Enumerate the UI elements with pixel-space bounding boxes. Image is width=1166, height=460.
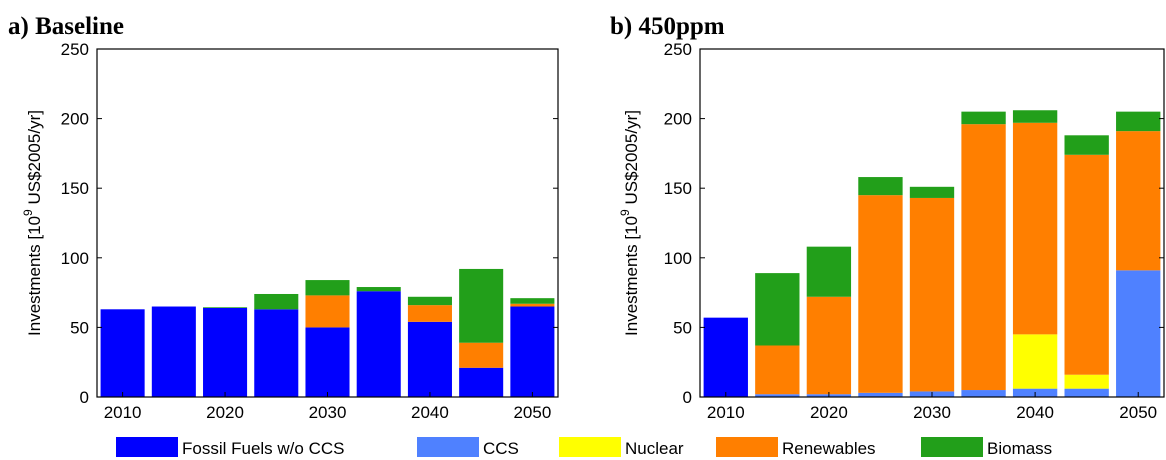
bar-segment-renewables-2040 (407, 305, 452, 322)
bar-segment-biomass-2015 (755, 273, 800, 346)
bars-group (100, 268, 555, 397)
x-tick-label: 2020 (206, 403, 244, 422)
y-tick-label: 150 (61, 179, 89, 198)
legend-label-nuclear: Nuclear (625, 439, 684, 458)
bar-segment-biomass-2025 (254, 293, 299, 310)
y-tick-label: 0 (80, 388, 89, 407)
legend-label-renewables: Renewables (782, 439, 876, 458)
bar-segment-biomass-2035 (961, 111, 1006, 125)
panel-450ppm: b) 450ppm Investments [109 US$2005/yr] 0… (610, 13, 1165, 422)
bar-segment-renewables-2045 (459, 342, 504, 368)
bar-segment-fossil-fuels-w-o-ccs-2010 (100, 309, 145, 397)
bar-segment-biomass-2050 (1116, 111, 1161, 132)
legend: Fossil Fuels w/o CCS CCS Nuclear Renewables… (116, 437, 1052, 458)
bar-segment-ccs-2035 (961, 390, 1006, 397)
y-ticks-group: 0 50 100 150 200 250 (61, 40, 558, 407)
bar-segment-renewables-2015 (755, 345, 800, 395)
x-tick-label: 2010 (104, 403, 142, 422)
bar-segment-ccs-2050 (1116, 270, 1161, 397)
bar-segment-nuclear-2040 (1012, 334, 1058, 389)
bar-segment-biomass-2045 (1064, 135, 1109, 155)
bar-segment-biomass-2020 (806, 246, 852, 297)
x-tick-label: 2020 (810, 403, 848, 422)
bar-segment-fossil-fuels-w-o-ccs-2020 (203, 307, 248, 397)
y-tick-label: 100 (664, 249, 692, 268)
bar-segment-biomass-2025 (858, 177, 903, 196)
y-tick-label: 200 (664, 110, 692, 129)
bar-segment-biomass-2030 (909, 186, 955, 198)
bar-segment-fossil-fuels-w-o-ccs-2045 (459, 367, 504, 397)
bar-segment-biomass-2040 (1012, 110, 1058, 123)
legend-swatch-nuclear (559, 437, 621, 457)
y-tick-label: 250 (664, 40, 692, 59)
y-tick-label: 100 (61, 249, 89, 268)
y-tick-label: 200 (61, 110, 89, 129)
y-axis-label: Investments [109 US$2005/yr] (21, 110, 44, 336)
y-tick-label: 0 (683, 388, 692, 407)
bar-segment-biomass-2035 (356, 287, 401, 292)
bar-segment-ccs-2045 (1064, 388, 1109, 397)
legend-label-biomass: Biomass (987, 439, 1052, 458)
x-ticks-group: 2010 2020 2030 2040 2050 (707, 392, 1157, 422)
y-ticks-group: 0 50 100 150 200 250 (664, 40, 1164, 407)
x-tick-label: 2030 (913, 403, 951, 422)
bar-segment-renewables-2050 (1116, 131, 1161, 271)
bars-group (703, 110, 1161, 397)
bar-segment-biomass-2040 (407, 296, 452, 306)
legend-swatch-biomass (921, 437, 983, 457)
bar-segment-renewables-2045 (1064, 154, 1109, 375)
bar-segment-renewables-2035 (961, 124, 1006, 391)
bar-segment-biomass-2045 (459, 268, 504, 343)
bar-segment-renewables-2025 (858, 195, 903, 393)
bar-segment-renewables-2030 (305, 295, 350, 328)
chart-title: a) Baseline (8, 13, 124, 40)
x-tick-label: 2040 (1016, 403, 1054, 422)
legend-swatch-fossil-fuels-w-o-ccs (116, 437, 178, 457)
bar-segment-fossil-fuels-w-o-ccs-2015 (151, 306, 196, 397)
bar-segment-fossil-fuels-w-o-ccs-2030 (305, 327, 350, 397)
bar-segment-renewables-2020 (806, 296, 852, 395)
bar-segment-fossil-fuels-w-o-ccs-2040 (407, 321, 452, 397)
bar-segment-renewables-2030 (909, 197, 955, 392)
bar-segment-ccs-2025 (858, 392, 903, 397)
bar-segment-renewables-2050 (510, 303, 555, 307)
y-axis-label: Investments [109 US$2005/yr] (618, 110, 641, 336)
bar-segment-biomass-2020 (203, 307, 248, 308)
chart-title: b) 450ppm (610, 13, 725, 40)
legend-label-ccs: CCS (483, 439, 519, 458)
y-tick-label: 250 (61, 40, 89, 59)
x-ticks-group: 2010 2020 2030 2040 2050 (104, 392, 551, 422)
bar-segment-fossil-fuels-w-o-ccs-2050 (510, 306, 555, 397)
legend-swatch-renewables (716, 437, 778, 457)
panel-baseline: a) Baseline Investments [109 US$2005/yr]… (8, 13, 559, 422)
x-tick-label: 2030 (309, 403, 347, 422)
bar-segment-fossil-fuels-w-o-ccs-2010 (703, 317, 748, 397)
bar-segment-nuclear-2045 (1064, 374, 1109, 389)
bar-segment-biomass-2050 (510, 298, 555, 304)
legend-swatch-ccs (417, 437, 479, 457)
x-tick-label: 2040 (411, 403, 449, 422)
bar-segment-fossil-fuels-w-o-ccs-2025 (254, 309, 299, 397)
y-tick-label: 50 (673, 318, 692, 337)
legend-label-fossil-fuels-w-o-ccs: Fossil Fuels w/o CCS (182, 439, 344, 458)
x-tick-label: 2050 (1119, 403, 1157, 422)
bar-segment-ccs-2015 (755, 394, 800, 397)
bar-segment-biomass-2030 (305, 280, 350, 296)
x-tick-label: 2010 (707, 403, 745, 422)
x-tick-label: 2050 (513, 403, 551, 422)
bar-segment-fossil-fuels-w-o-ccs-2035 (356, 291, 401, 397)
bar-segment-renewables-2040 (1012, 122, 1058, 335)
y-tick-label: 50 (70, 318, 89, 337)
y-tick-label: 150 (664, 179, 692, 198)
